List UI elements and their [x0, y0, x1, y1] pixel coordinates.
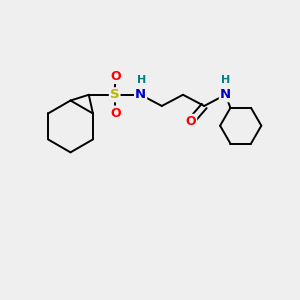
Text: O: O [110, 70, 121, 83]
Text: O: O [110, 106, 121, 119]
Text: O: O [186, 115, 196, 128]
Text: S: S [110, 88, 119, 101]
Text: N: N [135, 88, 146, 101]
Text: H: H [136, 75, 146, 85]
Text: N: N [220, 88, 231, 101]
Text: H: H [221, 75, 230, 85]
